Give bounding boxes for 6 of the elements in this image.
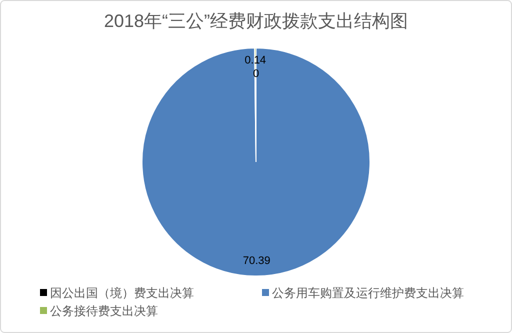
- legend-label: 公务接待费支出决算: [50, 304, 158, 318]
- legend-label: 公务用车购置及运行维护费支出决算: [272, 286, 464, 300]
- chart-title: 2018年“三公”经费财政拨款支出结构图: [104, 11, 408, 31]
- data-label: 70.39: [242, 255, 270, 268]
- legend-label: 因公出国（境）费支出决算: [50, 286, 194, 300]
- pie-slice: [142, 48, 370, 276]
